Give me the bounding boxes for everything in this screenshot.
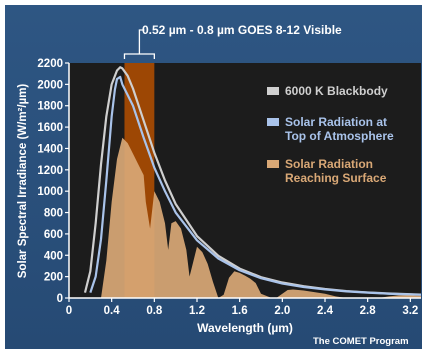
series-area-solar-radiation-reaching-surface [101,137,421,298]
y-tick-label: 2000 [37,79,63,91]
x-tick-label: 1.6 [232,305,248,317]
y-tick-label: 1400 [37,143,63,155]
chart-card: 0 0.4 0.8 1.2 1.6 2.0 2.4 2.8 3.2 0 200 400 600 800 10… [5,5,422,349]
y-tick-label: 0 [57,293,63,305]
x-tick-label: 0.8 [146,305,163,317]
x-tick-label: 1.2 [189,305,205,317]
legend-label-surface-1: Solar Radiation [285,157,373,171]
band-label: 0.52 µm - 0.8 µm GOES 8-12 Visible [142,23,342,37]
y-tick-label: 1600 [37,122,63,134]
legend-label-surface-2: Reaching Surface [285,171,387,185]
legend-label-blackbody: 6000 K Blackbody [285,84,388,98]
legend-label-toa-1: Solar Radiation at [285,115,387,129]
legend-label-toa-2: Top of Atmosphere [285,129,394,143]
legend: 6000 K Blackbody Solar Radiation at Top … [267,84,394,185]
legend-swatch-surface [267,160,279,168]
band-bracket [123,29,155,59]
y-tick-label: 1200 [37,165,63,177]
legend-swatch-blackbody [267,87,279,95]
x-tick-label: 2.4 [317,305,334,317]
y-tick-label: 600 [44,229,63,241]
x-tick-label: 0.4 [104,305,121,317]
y-tick-label: 1800 [37,101,63,113]
y-axis-title: Solar Spectral Irradiance (W/m²/µm) [17,84,29,279]
x-tick-label: 0 [66,305,72,317]
chart-canvas: 0 0.4 0.8 1.2 1.6 2.0 2.4 2.8 3.2 0 200 400 600 800 10… [17,23,421,347]
x-tick-label: 2.8 [360,305,377,317]
series-line-solar-radiation-at-top-of-atmosphere [89,75,421,296]
y-tick-label: 200 [44,272,63,284]
y-tick-label: 400 [44,250,63,262]
credit-text: The COMET Program [313,336,409,347]
x-tick-label: 3.2 [402,305,418,317]
y-tick-label: 1000 [37,186,63,198]
y-tick-label: 800 [44,208,63,220]
bracket-line [123,53,155,59]
x-axis-title: Wavelength (µm) [197,321,293,335]
y-tick-label: 2200 [37,58,63,70]
bracket-leader [138,29,145,54]
legend-swatch-toa [267,118,279,126]
x-tick-label: 2.0 [274,305,290,317]
